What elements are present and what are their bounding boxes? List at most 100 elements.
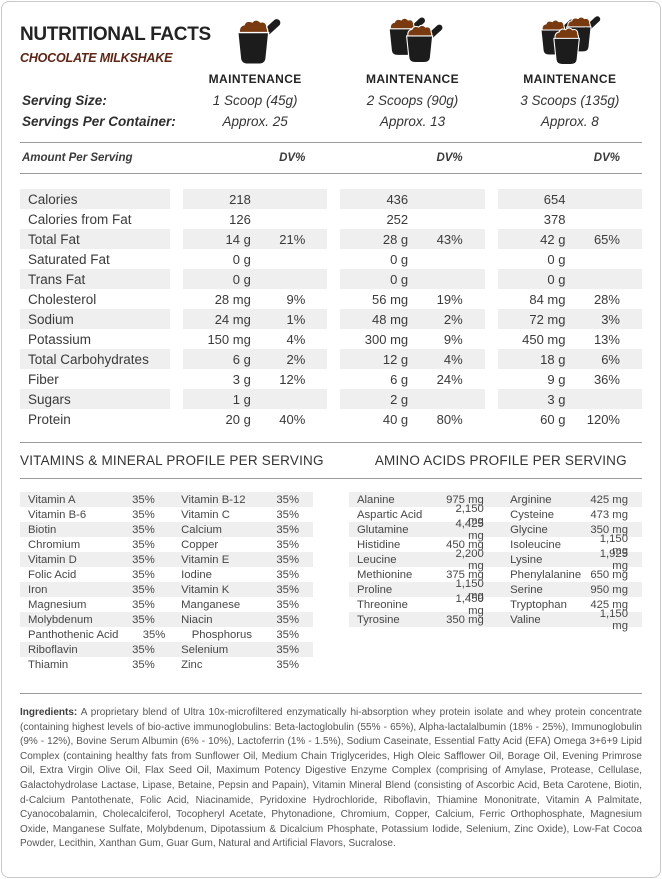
nutrient-name: Cholesterol <box>28 291 97 307</box>
servings-per-container-value: Approx. 13 <box>379 114 446 129</box>
profile-row: Methionine 375 mg Phenylalanine 650 mg <box>349 567 642 582</box>
profile-value: 35% <box>276 493 299 506</box>
title-block: NUTRITIONAL FACTS CHOCOLATE MILKSHAKE <box>20 14 211 90</box>
profile-value: 650 mg <box>590 568 628 581</box>
ingredients-paragraph: Ingredients: A proprietary blend of Ultr… <box>20 706 642 852</box>
divider <box>20 478 642 479</box>
profile-name: Isoleucine <box>510 538 561 551</box>
profile-name: Iron <box>28 583 48 596</box>
profile-value: 450 mg <box>446 538 484 551</box>
profile-value: 35% <box>132 568 155 581</box>
divider <box>20 173 642 174</box>
nutrient-value: 0 g <box>547 271 566 287</box>
tier-label-3: MAINTENANCE <box>523 72 617 86</box>
profile-row: Glutamine 4,425 mg Glycine 350 mg <box>349 518 642 542</box>
nutrient-cell: 56 mg 19% <box>340 289 484 309</box>
nutrient-value: 72 mg <box>529 311 566 327</box>
profile-row: Vitamin B-6 35% Vitamin C 35% <box>20 507 313 522</box>
nutrient-dv: 4% <box>443 351 463 367</box>
nutrient-cell: 3 g <box>497 389 642 409</box>
profile-name: Cysteine <box>510 508 555 521</box>
nutrient-value: 2 g <box>390 391 409 407</box>
nutrient-name: Calories from Fat <box>28 211 132 227</box>
nutrient-value: 654 <box>543 191 566 207</box>
nutrient-dv: 6% <box>601 351 620 367</box>
ingredients-label: Ingredients: <box>20 707 78 718</box>
amino-acids-heading: AMINO ACIDS PROFILE PER SERVING <box>374 453 627 468</box>
profile-name: Leucine <box>357 553 397 566</box>
profile-value: 975 mg <box>446 493 484 506</box>
profile-name: Calcium <box>181 523 222 536</box>
nutrient-dv: 28% <box>593 291 620 307</box>
nutrient-value: 56 mg <box>372 291 409 307</box>
profile-name: Vitamin A <box>28 493 76 506</box>
nutrient-dv: 13% <box>593 331 620 347</box>
profiles-section: Vitamin A 35% Vitamin B-12 35% Vitamin B-6 35… <box>20 492 642 672</box>
profile-value: 35% <box>132 538 155 551</box>
profile-name: Chromium <box>28 538 81 551</box>
nutrient-dv: 36% <box>593 371 620 387</box>
profile-name: Riboflavin <box>28 643 78 656</box>
nutrient-cell: 20 g 40% <box>183 409 327 429</box>
nutrient-cell: 84 mg 28% <box>498 289 642 309</box>
profile-value: 35% <box>276 553 299 566</box>
nutrition-row: Calories from Fat 126 252 378 <box>20 209 642 229</box>
profile-row: Molybdenum 35% Niacin 35% <box>20 612 313 627</box>
serving-size-label: Serving Size: <box>22 93 107 108</box>
vitamins-rows: Vitamin A 35% Vitamin B-12 35% Vitamin B-6 35… <box>20 492 313 672</box>
nutrition-row: Total Carbohydrates 6 g 2% 12 g 4% 18 g 6% <box>20 349 642 369</box>
profile-name: Threonine <box>357 598 408 611</box>
nutrient-value: 40 g <box>382 411 409 427</box>
nutrient-cell: 126 <box>183 209 327 229</box>
one-scoop-icon <box>237 19 281 65</box>
nutrient-value: 60 g <box>540 411 566 427</box>
nutrition-rows: Calories 218 436 654 Calories from Fat 126 252… <box>20 189 642 429</box>
profile-value: 1,925 mg <box>599 547 628 572</box>
nutrient-dv: 40% <box>279 411 306 427</box>
profile-value: 35% <box>132 523 155 536</box>
profile-name: Tyrosine <box>357 613 400 626</box>
profile-row: Iron 35% Vitamin K 35% <box>20 582 313 597</box>
nutrient-value: 28 mg <box>214 291 251 307</box>
nutrient-cell: 12 g 4% <box>340 349 485 369</box>
serving-size-value: 3 Scoops (135g) <box>520 93 620 108</box>
nutrient-dv: 43% <box>436 231 463 247</box>
nutrient-value: 126 <box>229 211 251 227</box>
nutrient-cell: 150 mg 4% <box>183 329 327 349</box>
nutrient-value: 6 g <box>390 371 409 387</box>
profile-value: 950 mg <box>590 583 628 596</box>
nutrient-name: Calories <box>20 189 170 209</box>
nutrient-value: 12 g <box>382 351 409 367</box>
nutrient-value: 300 mg <box>364 331 409 347</box>
nutrient-cell: 6 g 2% <box>183 349 328 369</box>
nutrient-name: Total Fat <box>20 229 170 249</box>
profile-value: 35% <box>132 493 155 506</box>
nutrient-name: Sugars <box>20 389 170 409</box>
nutrient-value: 150 mg <box>207 331 251 347</box>
three-scoops-icon <box>540 16 601 66</box>
profile-value: 2,200 mg <box>455 547 484 572</box>
two-scoops-icon <box>389 17 443 64</box>
profile-value: 35% <box>276 508 299 521</box>
profile-name: Copper <box>181 538 219 551</box>
nutrient-name: Sodium <box>20 309 170 329</box>
divider <box>20 142 642 143</box>
profile-value: 35% <box>276 583 299 596</box>
nutrient-value: 218 <box>229 191 251 207</box>
profile-name: Methionine <box>357 568 413 581</box>
nutrient-cell: 24 mg 1% <box>183 309 328 329</box>
scoop-icon-cell-3 <box>498 14 642 68</box>
nutrient-dv: 9% <box>443 331 463 347</box>
profile-value: 1,150 mg <box>599 532 628 557</box>
nutrient-cell: 28 g 43% <box>340 229 485 249</box>
nutrient-value: 3 g <box>232 371 251 387</box>
profile-name: Phenylalanine <box>510 568 582 581</box>
nutrient-value: 14 g <box>225 231 251 247</box>
nutrient-value: 450 mg <box>522 331 566 347</box>
nutrient-cell: 436 <box>340 189 485 209</box>
profile-row: Leucine 2,200 mg Lysine 1,925 mg <box>349 548 642 572</box>
profile-name: Glutamine <box>357 523 409 536</box>
divider <box>20 442 642 443</box>
profile-name: Serine <box>510 583 543 596</box>
